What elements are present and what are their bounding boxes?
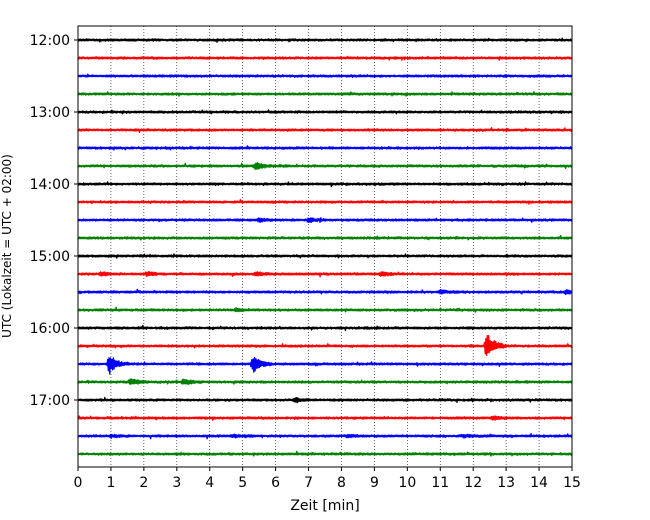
x-tick-label-13: 13 bbox=[497, 475, 515, 491]
trace-1545 bbox=[77, 306, 573, 313]
trace-1400 bbox=[77, 181, 573, 188]
trace-1500 bbox=[77, 253, 573, 259]
y-axis-ticks: 12:00 13:00 14:00 15:00 16:00 17:00 bbox=[30, 33, 78, 409]
trace-1315 bbox=[77, 126, 573, 134]
trace-1200 bbox=[77, 37, 573, 43]
trace-1515 bbox=[77, 270, 573, 278]
x-tick-label-14: 14 bbox=[530, 475, 548, 491]
x-tick-label-11: 11 bbox=[431, 475, 449, 491]
trace-1615 bbox=[77, 334, 573, 357]
x-axis-label: Zeit [min] bbox=[290, 498, 359, 514]
x-tick-label-6: 6 bbox=[271, 475, 280, 491]
trace-1245 bbox=[77, 91, 573, 97]
y-tick-label-1600: 16:00 bbox=[30, 321, 70, 337]
trace-1445 bbox=[77, 234, 573, 241]
trace-1300 bbox=[77, 109, 573, 115]
y-tick-label-1500: 15:00 bbox=[30, 249, 70, 265]
x-tick-label-5: 5 bbox=[238, 475, 247, 491]
x-tick-label-8: 8 bbox=[337, 475, 346, 491]
trace-1600 bbox=[77, 324, 573, 332]
x-tick-label-10: 10 bbox=[398, 475, 416, 491]
trace-1715 bbox=[77, 415, 573, 421]
x-tick-label-3: 3 bbox=[172, 475, 181, 491]
x-tick-label-7: 7 bbox=[304, 475, 313, 491]
x-tick-label-12: 12 bbox=[464, 475, 482, 491]
y-axis-label: UTC (Lokalzeit = UTC + 02:00) bbox=[0, 154, 14, 338]
trace-1345 bbox=[77, 162, 573, 171]
trace-1630 bbox=[77, 357, 573, 375]
plot-frame bbox=[77, 25, 573, 468]
x-tick-label-0: 0 bbox=[74, 475, 83, 491]
y-tick-label-1300: 13:00 bbox=[30, 105, 70, 121]
trace-1745 bbox=[77, 450, 573, 457]
x-tick-label-4: 4 bbox=[205, 475, 214, 491]
x-tick-label-2: 2 bbox=[139, 475, 148, 491]
trace-1530 bbox=[77, 288, 573, 296]
x-tick-label-9: 9 bbox=[370, 475, 379, 491]
trace-1730 bbox=[77, 433, 573, 440]
x-tick-label-15: 15 bbox=[563, 475, 581, 491]
trace-1700 bbox=[77, 396, 573, 404]
trace-1645 bbox=[77, 378, 573, 385]
trace-1215 bbox=[77, 55, 573, 61]
x-axis-ticks: 0 1 2 3 4 5 6 7 8 9 10 11 12 13 14 15 bbox=[74, 467, 581, 491]
x-tick-label-1: 1 bbox=[106, 475, 115, 491]
y-tick-label-1400: 14:00 bbox=[30, 177, 70, 193]
trace-1330 bbox=[77, 145, 573, 151]
trace-1415 bbox=[77, 198, 573, 205]
y-tick-label-1200: 12:00 bbox=[30, 33, 70, 49]
y-tick-label-1700: 17:00 bbox=[30, 393, 70, 409]
trace-layer bbox=[77, 37, 573, 457]
trace-1430 bbox=[77, 217, 573, 224]
trace-1230 bbox=[77, 73, 573, 79]
